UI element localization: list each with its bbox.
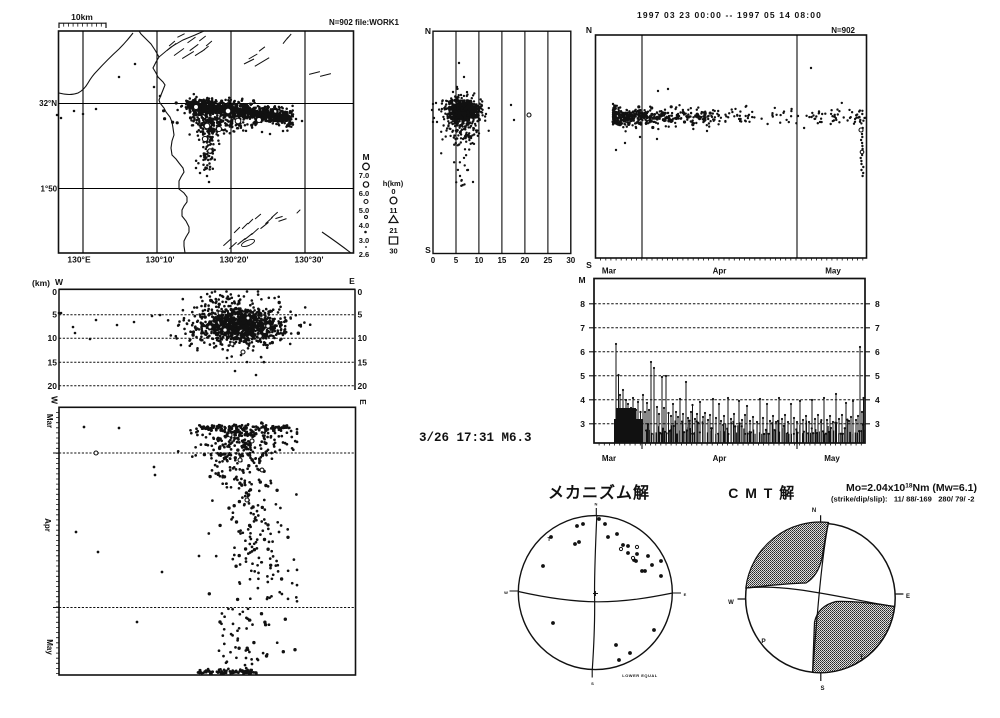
svg-text:May: May [824, 454, 840, 463]
svg-text:Apr: Apr [713, 267, 727, 276]
svg-text:6.0: 6.0 [359, 189, 369, 198]
svg-text:10: 10 [474, 256, 483, 265]
svg-text:4.0: 4.0 [359, 221, 369, 230]
svg-text:5: 5 [358, 310, 363, 320]
svg-text:h(km): h(km) [383, 179, 404, 188]
svg-text:E: E [358, 399, 368, 405]
svg-text:130°E: 130°E [67, 255, 91, 265]
svg-text:15: 15 [497, 256, 506, 265]
svg-text:4: 4 [875, 395, 880, 405]
svg-text:8: 8 [580, 299, 585, 309]
svg-text:(km): (km) [32, 278, 50, 288]
svg-text:10: 10 [48, 333, 58, 343]
svg-text:E: E [906, 594, 910, 600]
svg-text:10km: 10km [71, 12, 93, 22]
svg-text:3: 3 [875, 419, 880, 429]
svg-text:20: 20 [520, 256, 529, 265]
svg-text:W: W [50, 396, 60, 405]
svg-text:4: 4 [580, 395, 585, 405]
svg-text:10: 10 [358, 333, 368, 343]
svg-text:2.6: 2.6 [359, 250, 369, 259]
svg-text:20: 20 [358, 381, 368, 391]
svg-text:May: May [825, 267, 841, 276]
svg-text:N=902: N=902 [831, 26, 855, 35]
svg-text:5: 5 [454, 256, 459, 265]
svg-text:130°10': 130°10' [145, 255, 174, 265]
svg-text:W: W [728, 600, 734, 606]
svg-text:P: P [761, 638, 766, 645]
svg-text:130°20': 130°20' [219, 255, 248, 265]
svg-text:C M T 解: C M T 解 [728, 484, 796, 502]
svg-text:Mar: Mar [602, 267, 616, 276]
svg-text:5: 5 [580, 371, 585, 381]
svg-text:3: 3 [580, 419, 585, 429]
svg-text:0: 0 [431, 256, 436, 265]
svg-text:N: N [425, 26, 431, 36]
svg-text:0: 0 [52, 287, 57, 297]
svg-text:N: N [812, 508, 816, 514]
svg-text:15: 15 [358, 357, 368, 367]
svg-text:LOWER EQUAL: LOWER EQUAL [622, 673, 658, 678]
svg-text:130°30': 130°30' [294, 255, 323, 265]
svg-text:0: 0 [358, 287, 363, 297]
svg-text:7: 7 [580, 323, 585, 333]
svg-text:6: 6 [875, 347, 880, 357]
svg-text:M: M [578, 275, 585, 285]
svg-text:S: S [586, 260, 592, 270]
svg-text:30: 30 [389, 247, 397, 256]
svg-text:5.0: 5.0 [359, 206, 369, 215]
svg-text:Mo=2.04x1018Nm (Mw=6.1): Mo=2.04x1018Nm (Mw=6.1) [846, 482, 977, 494]
svg-text:0: 0 [391, 187, 395, 196]
svg-text:15: 15 [48, 357, 58, 367]
svg-text:メカニズム解: メカニズム解 [548, 483, 650, 502]
svg-text:S: S [820, 686, 824, 692]
svg-text:May: May [45, 639, 54, 655]
svg-text:20: 20 [48, 381, 58, 391]
svg-text:8: 8 [875, 299, 880, 309]
svg-text:5: 5 [875, 371, 880, 381]
svg-text:6: 6 [580, 347, 585, 357]
svg-text:E: E [684, 592, 687, 597]
svg-text:T: T [547, 537, 551, 543]
svg-text:21: 21 [389, 226, 397, 235]
svg-text:5: 5 [52, 310, 57, 320]
svg-text:M: M [362, 152, 369, 162]
svg-text:N=902 file:WORK1: N=902 file:WORK1 [329, 18, 400, 27]
svg-text:W: W [55, 277, 64, 287]
svg-text:3.0: 3.0 [359, 236, 369, 245]
svg-text:25: 25 [543, 256, 552, 265]
svg-text:Mar: Mar [45, 414, 54, 428]
svg-text:3/26 17:31 M6.3: 3/26 17:31 M6.3 [419, 431, 532, 445]
svg-text:7: 7 [875, 323, 880, 333]
svg-text:Apr: Apr [43, 518, 52, 532]
svg-text:S: S [425, 245, 431, 255]
svg-text:N: N [586, 25, 592, 35]
svg-text:T: T [860, 655, 864, 661]
svg-text:Apr: Apr [713, 454, 727, 463]
svg-text:30: 30 [566, 256, 575, 265]
svg-text:7.0: 7.0 [359, 171, 369, 180]
svg-text:W: W [504, 590, 508, 595]
svg-text:S: S [591, 681, 594, 686]
svg-text:E: E [349, 276, 355, 286]
svg-text:32°N: 32°N [39, 99, 57, 108]
svg-text:11: 11 [390, 206, 398, 215]
svg-text:1°50': 1°50' [41, 185, 60, 194]
svg-text:N: N [595, 502, 598, 507]
svg-text:Mar: Mar [602, 454, 616, 463]
svg-text:(strike/dip/slip): 11/ 88/-1: (strike/dip/slip): 11/ 88/-169 280/ 79/ … [831, 495, 975, 504]
svg-text:1997 03 23 00:00 -- 1997 05 14: 1997 03 23 00:00 -- 1997 05 14 08:00 [637, 10, 822, 20]
